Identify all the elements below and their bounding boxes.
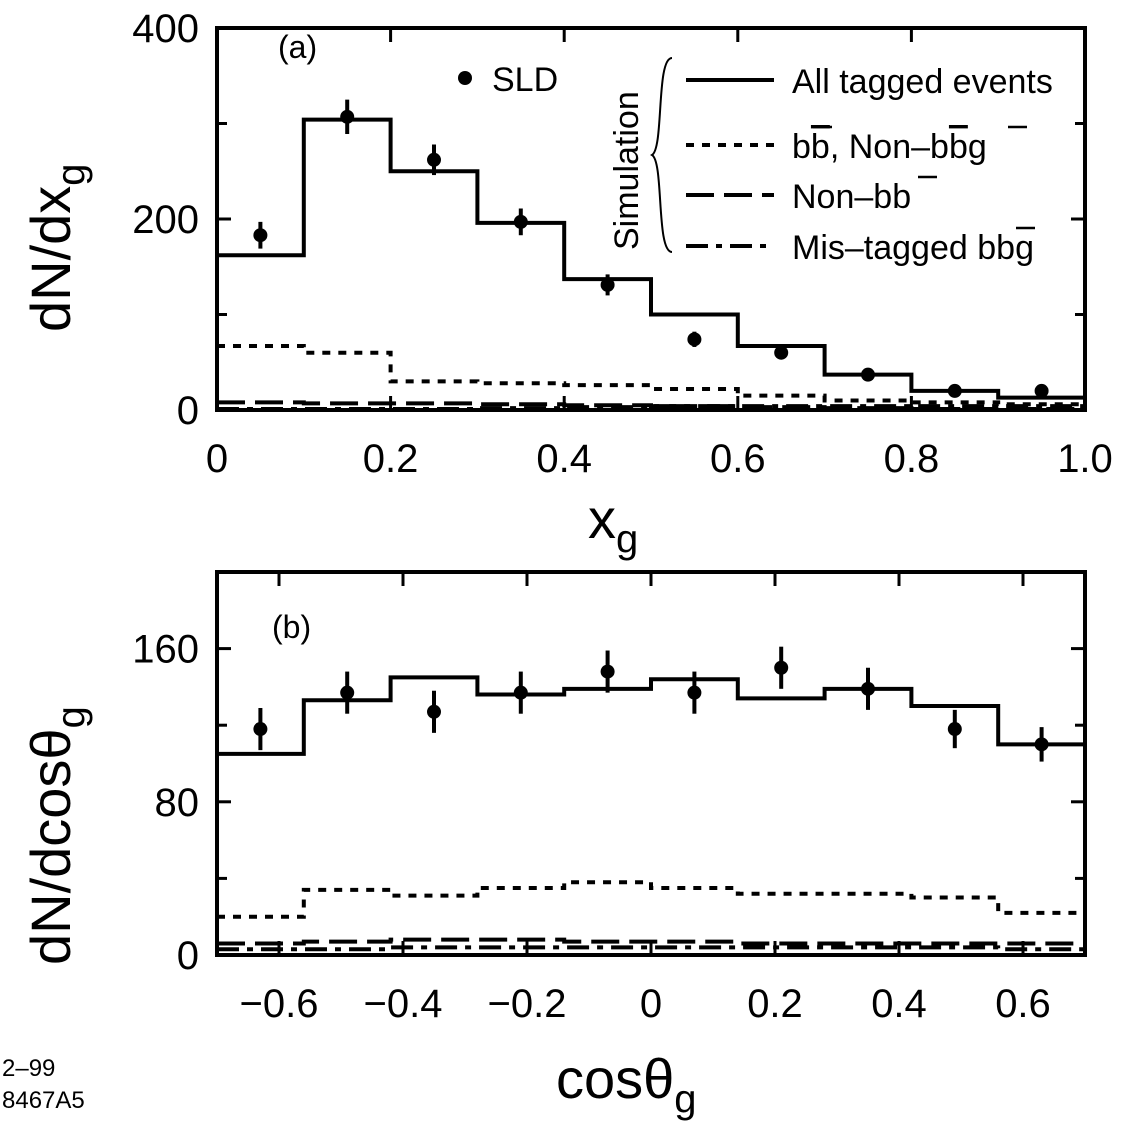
legend-sld-marker bbox=[458, 71, 472, 85]
panel-b-x-tick-label: 0 bbox=[640, 982, 662, 1026]
panel-a-data-point bbox=[947, 383, 962, 398]
panel-a-x-axis-label: xg bbox=[588, 487, 638, 561]
legend-brace bbox=[650, 57, 673, 253]
panel-a-x-tick-label: 1.0 bbox=[1057, 437, 1113, 481]
panel-a-all-tagged-histogram bbox=[217, 117, 1085, 400]
panel-a-x-tick-label: 0.8 bbox=[884, 437, 940, 481]
panel-b-x-tick-label: −0.4 bbox=[364, 982, 443, 1026]
panel-b: −0.6 −0.4 −0.2 0 0.2 0.4 0.6 0 80 160 bbox=[132, 570, 1087, 1026]
panel-b-data-point bbox=[774, 660, 789, 675]
panel-b-data-point bbox=[1034, 737, 1049, 752]
panel-b-x-tick-label: −0.6 bbox=[240, 982, 319, 1026]
panel-b-data-point bbox=[427, 704, 441, 719]
panel-b-y-axis-label: dN/dcosθg bbox=[19, 706, 93, 965]
panel-a-y-tick-label: 200 bbox=[132, 198, 199, 242]
panel-a-label: (a) bbox=[278, 29, 317, 65]
legend-nonbb-label: Non–bb bbox=[792, 175, 937, 216]
panel-a-y-axis-label: dN/dxg bbox=[19, 163, 93, 332]
legend-sld-label: SLD bbox=[492, 61, 558, 99]
panel-a-x-tick-label: 0.2 bbox=[363, 437, 419, 481]
panel-b-y-tick-label: 80 bbox=[155, 781, 200, 825]
panel-b-label: (b) bbox=[272, 609, 311, 645]
panel-a-data-point bbox=[253, 228, 268, 243]
panel-b-x-tick-label: 0.6 bbox=[995, 982, 1051, 1026]
panel-b-x-axis-label: cosθg bbox=[556, 1047, 697, 1121]
panel-b-data-point bbox=[947, 722, 962, 737]
panel-a-data-point bbox=[1034, 383, 1049, 398]
panel-b-x-tick-label: 0.4 bbox=[871, 982, 927, 1026]
panel-a-data-point bbox=[513, 214, 528, 229]
panel-a-x-tick-label: 0.4 bbox=[536, 437, 592, 481]
panel-a-data-point bbox=[340, 109, 355, 124]
panel-a-data-point bbox=[600, 277, 615, 292]
svg-text:Mis–tagged bbg: Mis–tagged bbg bbox=[792, 229, 1034, 267]
panel-a: 0 0.2 0.4 0.6 0.8 1.0 0 200 400 bbox=[132, 7, 1113, 481]
panel-b-x-tick-label: −0.2 bbox=[488, 982, 567, 1026]
panel-b-data-point bbox=[253, 722, 268, 737]
panel-a-data-point bbox=[427, 152, 441, 167]
panel-a-x-tick-label: 0 bbox=[206, 437, 228, 481]
footer-date: 2–99 bbox=[2, 1055, 55, 1082]
panel-a-y-tick-label: 0 bbox=[177, 389, 199, 433]
footer-code: 8467A5 bbox=[2, 1087, 85, 1114]
legend-mistagged-label: Mis–tagged bbg bbox=[792, 226, 1035, 267]
panel-b-all-tagged-histogram bbox=[217, 675, 1085, 756]
panel-b-data-point bbox=[340, 685, 355, 700]
panel-a-x-tick-label: 0.6 bbox=[710, 437, 766, 481]
panel-b-mistagged-histogram bbox=[217, 945, 1085, 952]
panel-a-y-tick-label: 400 bbox=[132, 7, 199, 51]
svg-text:bb, Non–bbg: bb, Non–bbg bbox=[792, 128, 987, 166]
panel-b-y-tick-label: 0 bbox=[177, 934, 199, 978]
svg-text:Non–bb: Non–bb bbox=[792, 178, 911, 216]
panel-a-data-point bbox=[687, 332, 702, 347]
panel-b-data-point bbox=[861, 681, 875, 696]
panel-a-data-point bbox=[774, 345, 789, 360]
panel-b-frame bbox=[215, 570, 1087, 957]
panel-b-data-point bbox=[687, 685, 702, 700]
panel-b-y-tick-label: 160 bbox=[132, 628, 199, 672]
legend-all-tagged-label: All tagged events bbox=[792, 63, 1053, 101]
panel-b-nonbb-histogram bbox=[217, 937, 1085, 946]
legend-bb-nonbbg-label: bb, Non–bbg bbox=[792, 125, 1027, 166]
panel-b-x-tick-label: 0.2 bbox=[747, 982, 803, 1026]
panel-a-data-point bbox=[861, 367, 875, 382]
legend: SLD Simulation All tagged events bb, Non… bbox=[458, 57, 1053, 267]
legend-simulation-label: Simulation bbox=[608, 91, 646, 250]
panel-b-data-point bbox=[600, 664, 615, 679]
panel-b-bb-nonbbg-histogram bbox=[217, 880, 1085, 919]
panel-b-data-point bbox=[513, 685, 528, 700]
